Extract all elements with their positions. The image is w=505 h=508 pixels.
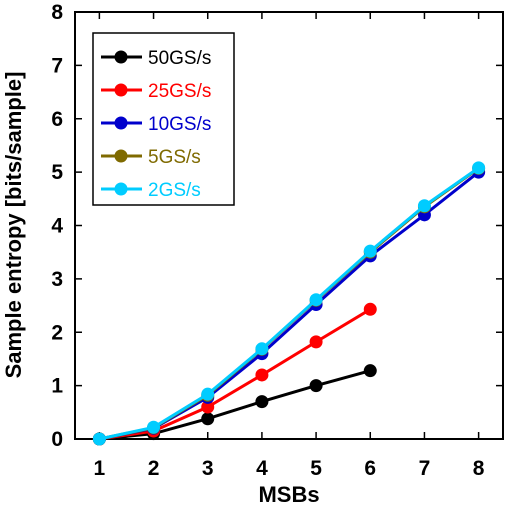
x-tick-label: 7 <box>419 457 431 480</box>
y-axis-title: Sample entropy [bits/sample] <box>1 72 26 379</box>
legend-label: 5GS/s <box>148 147 201 168</box>
y-tick-label: 0 <box>51 428 63 451</box>
y-axis-ticks: 0 1 2 3 4 5 6 7 8 <box>51 1 503 451</box>
legend-marker <box>114 116 128 130</box>
data-point <box>363 302 377 316</box>
legend-label: 25GS/s <box>148 81 211 102</box>
data-point <box>255 395 269 409</box>
x-axis-ticks: 1 2 3 4 5 6 7 8 <box>94 12 485 480</box>
series-layer <box>92 161 486 446</box>
data-point <box>92 432 106 446</box>
data-point <box>147 420 161 434</box>
x-tick-label: 2 <box>148 457 160 480</box>
y-tick-label: 2 <box>51 321 63 344</box>
data-point <box>255 368 269 382</box>
data-point <box>201 387 215 401</box>
data-point <box>201 412 215 426</box>
data-point <box>201 400 215 414</box>
legend-item: 2GS/s <box>101 180 201 201</box>
data-point <box>472 161 486 175</box>
data-point <box>363 364 377 378</box>
y-tick-label: 3 <box>51 268 63 291</box>
x-tick-label: 4 <box>256 457 268 480</box>
x-axis-title: MSBs <box>258 482 319 507</box>
legend-label: 10GS/s <box>148 114 211 135</box>
y-tick-label: 4 <box>51 215 63 238</box>
x-tick-label: 1 <box>94 457 106 480</box>
legend-item: 5GS/s <box>101 147 201 168</box>
y-tick-label: 7 <box>51 54 63 77</box>
series-line <box>99 369 371 441</box>
x-tick-label: 3 <box>202 457 214 480</box>
data-point <box>255 342 269 356</box>
series-line <box>99 308 372 441</box>
data-point <box>363 244 377 258</box>
data-point <box>309 293 323 307</box>
x-tick-label: 8 <box>473 457 485 480</box>
legend-marker <box>114 83 128 97</box>
y-tick-label: 8 <box>51 1 63 24</box>
legend-marker <box>114 50 128 64</box>
data-point <box>417 199 431 213</box>
legend-label: 2GS/s <box>148 180 201 201</box>
legend-marker <box>114 182 128 196</box>
legend-label: 50GS/s <box>148 48 211 69</box>
legend-marker <box>114 149 128 163</box>
data-point <box>309 335 323 349</box>
legend-item: 50GS/s <box>101 48 211 69</box>
legend: 50GS/s 25GS/s 10GS/s 5GS/s 2GS/s <box>92 32 235 206</box>
legend-item: 25GS/s <box>101 81 211 102</box>
series-2GS/s <box>92 161 486 446</box>
y-tick-label: 6 <box>51 108 63 131</box>
data-point <box>309 379 323 393</box>
series-line <box>99 166 480 441</box>
x-tick-label: 6 <box>364 457 376 480</box>
y-tick-label: 1 <box>51 375 63 398</box>
y-tick-label: 5 <box>51 161 63 184</box>
legend-item: 10GS/s <box>101 114 211 135</box>
x-tick-label: 5 <box>310 457 322 480</box>
